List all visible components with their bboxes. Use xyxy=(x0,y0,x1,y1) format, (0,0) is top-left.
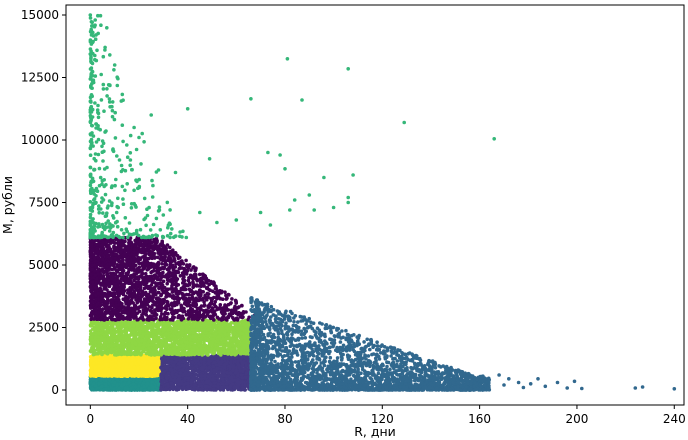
cluster-1-point xyxy=(150,369,155,373)
cluster-0-point xyxy=(123,386,127,391)
cluster-1-point xyxy=(145,369,149,373)
cluster-1-point xyxy=(130,357,134,362)
cluster-0-point xyxy=(112,380,117,385)
cluster-0-point xyxy=(144,378,149,383)
cluster-0-point xyxy=(122,382,126,387)
cluster-0-point xyxy=(104,387,108,392)
cluster-1-point xyxy=(128,368,133,372)
cluster-1-point xyxy=(155,360,160,365)
cluster-0-point xyxy=(150,380,155,384)
cluster-1-point xyxy=(148,373,153,378)
cluster-1-point xyxy=(117,363,122,368)
cluster-0-point xyxy=(142,384,146,389)
cluster-0-point xyxy=(104,379,108,383)
cluster-1-point xyxy=(97,368,101,373)
cluster-1-point xyxy=(105,357,109,362)
cluster-1-point xyxy=(110,374,114,378)
cluster-0-point xyxy=(99,378,103,382)
cluster-1-point xyxy=(148,365,153,370)
cluster-1-point xyxy=(143,360,147,365)
cluster-1-point xyxy=(142,357,146,362)
cluster-0-point xyxy=(91,378,96,383)
cluster-1-point xyxy=(124,362,129,367)
cluster-1-point xyxy=(93,356,98,361)
cluster-1-point xyxy=(125,357,129,362)
cluster-1-point xyxy=(153,365,157,369)
cluster-1-point xyxy=(106,369,111,374)
cluster-1-point xyxy=(109,354,113,359)
cluster-1-point xyxy=(96,372,101,377)
cluster-1-point xyxy=(123,367,127,372)
cluster-1-point xyxy=(141,370,146,375)
cluster-1-point xyxy=(124,374,129,378)
cluster-1-point xyxy=(116,374,121,378)
cluster-0-point xyxy=(156,382,160,387)
cluster-1-point xyxy=(88,355,93,359)
cluster-0-point xyxy=(133,384,138,389)
cluster-1-point xyxy=(145,373,150,377)
cluster-1-point xyxy=(137,360,141,364)
cluster-0-point xyxy=(138,378,143,383)
cluster-0-point xyxy=(103,382,108,387)
cluster-1-point xyxy=(135,373,140,378)
cluster-1-point xyxy=(102,372,107,377)
cluster-1-point xyxy=(97,358,101,362)
cluster-0-point xyxy=(143,388,147,392)
cluster-1-point xyxy=(120,373,125,378)
cluster-0-point xyxy=(111,377,115,382)
cluster-1-point xyxy=(117,369,121,373)
cluster-1-point xyxy=(113,373,118,378)
cluster-1-point xyxy=(89,368,94,373)
cluster-1-point xyxy=(104,366,109,371)
cluster-1-point xyxy=(113,363,118,368)
cluster-1-point xyxy=(89,359,93,363)
points-layer xyxy=(88,13,677,392)
cluster-0-point xyxy=(150,385,155,390)
cluster-1-point xyxy=(127,373,132,377)
cluster-1-point xyxy=(100,365,105,369)
cluster-0-point xyxy=(127,380,131,385)
cluster-1-point xyxy=(136,366,140,371)
cluster-1-point xyxy=(153,373,158,378)
cluster-1-point xyxy=(93,365,98,370)
cluster-0-point xyxy=(90,386,95,391)
cluster-0-point xyxy=(136,384,141,389)
cluster-1-point xyxy=(104,362,109,367)
cluster-0-point xyxy=(91,381,96,386)
cluster-1-point xyxy=(89,372,94,377)
cluster-0-point xyxy=(99,384,104,389)
